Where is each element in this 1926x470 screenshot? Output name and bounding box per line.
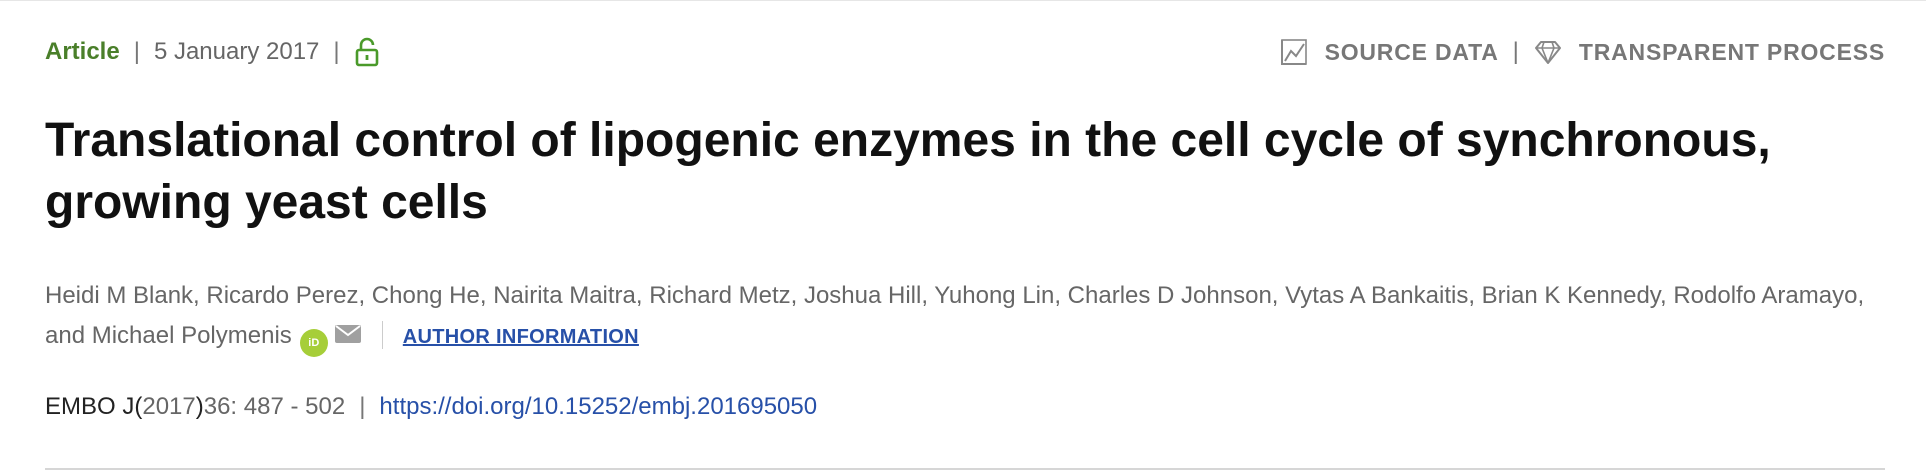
publication-date: 5 January 2017 <box>153 38 320 65</box>
meta-left: Article | 5 January 2017 | <box>45 37 380 67</box>
journal-name: EMBO J <box>45 393 135 420</box>
year-close-paren: ) <box>195 393 204 420</box>
doi-link[interactable]: https://doi.org/10.15252/embj.201695050 <box>379 393 818 420</box>
year-open-paren: ( <box>134 393 143 420</box>
author-names[interactable]: Heidi M Blank, Ricardo Perez, Chong He, … <box>45 282 1865 349</box>
author-information-link[interactable]: AUTHOR INFORMATION <box>402 326 639 348</box>
transparent-process-label: TRANSPARENT PROCESS <box>1578 38 1885 65</box>
citation-line: EMBO J (2017) 36: 487 - 502 | https://doi… <box>45 393 817 421</box>
open-access-lock-icon <box>354 37 380 67</box>
top-divider <box>0 0 1926 1</box>
article-title: Translational control of lipogenic enzym… <box>45 114 1771 229</box>
transparent-process-link[interactable]: TRANSPARENT PROCESS <box>1533 37 1885 67</box>
bottom-divider <box>45 468 1885 470</box>
email-icon[interactable] <box>334 324 362 344</box>
meta-right: SOURCE DATA | TRANSPARENT PROCESS <box>1279 37 1885 67</box>
diamond-icon <box>1533 37 1563 67</box>
chart-icon <box>1279 37 1309 67</box>
separator: | <box>359 393 366 420</box>
publication-year: 2017 <box>142 393 196 420</box>
author-list: Heidi M Blank, Ricardo Perez, Chong He, … <box>45 276 1885 357</box>
source-data-link[interactable]: SOURCE DATA <box>1279 37 1499 67</box>
vertical-divider <box>381 321 383 349</box>
separator: | <box>1512 38 1519 65</box>
article-type: Article <box>45 38 120 65</box>
orcid-icon[interactable]: iD <box>299 329 328 357</box>
source-data-label: SOURCE DATA <box>1324 38 1499 65</box>
separator: | <box>133 38 140 65</box>
meta-row: Article | 5 January 2017 | <box>45 32 1885 72</box>
volume-pages: 36: 487 - 502 <box>203 393 346 420</box>
separator: | <box>333 38 340 65</box>
